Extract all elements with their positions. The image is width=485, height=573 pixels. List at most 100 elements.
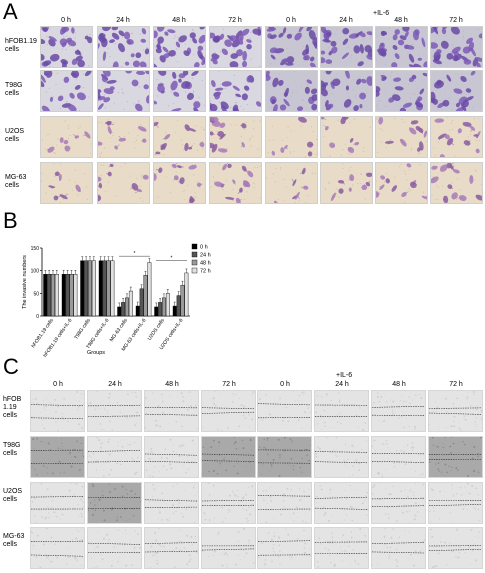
x-tick-label: T98G cells (73, 317, 92, 340)
wound-edge-line (31, 540, 84, 542)
transwell-micrograph (153, 26, 206, 68)
bar (135, 305, 140, 317)
transwell-micrograph (265, 26, 318, 68)
bar (110, 260, 115, 317)
wound-healing-micrograph (144, 390, 199, 432)
legend-label: 48 h (200, 261, 211, 267)
wound-healing-micrograph (371, 527, 426, 569)
wound-healing-micrograph (144, 482, 199, 524)
wound-edge-line (145, 542, 198, 544)
wound-healing-micrograph (30, 390, 85, 432)
significance-marker: * (134, 251, 136, 257)
bar (128, 290, 133, 317)
transwell-micrograph (430, 70, 483, 112)
bar (84, 260, 89, 317)
transwell-micrograph (40, 26, 93, 68)
bar (121, 302, 126, 317)
panel-a-col-header: 24 h (116, 17, 130, 24)
row-label-line: cells (3, 450, 18, 457)
panel-a-row-label: T98G cells (5, 82, 23, 98)
wound-edge-line (372, 453, 425, 455)
bar (61, 274, 66, 317)
panel-b-letter: B (3, 208, 18, 233)
panel-a-col-header: 72 h (228, 17, 242, 24)
significance-marker: * (171, 256, 173, 262)
transwell-micrograph (153, 70, 206, 112)
y-tick-label: 0 (36, 314, 39, 320)
wound-edge-line (145, 550, 198, 553)
wound-healing-micrograph (144, 527, 199, 569)
wound-edge-line (88, 461, 141, 463)
bar (73, 274, 78, 317)
transwell-micrograph (320, 162, 373, 204)
wound-edge-line (372, 551, 425, 554)
bar (162, 297, 166, 317)
wound-healing-micrograph (87, 482, 142, 524)
bar (43, 274, 48, 317)
legend-label: 72 h (200, 269, 211, 275)
transwell-micrograph (430, 162, 483, 204)
transwell-micrograph (97, 26, 150, 68)
row-label-line: cells (5, 182, 20, 189)
transwell-micrograph (209, 162, 262, 204)
x-tick-label: MG-63 cells (109, 317, 130, 343)
bar (125, 297, 129, 317)
transwell-micrograph (40, 162, 93, 204)
wound-healing-micrograph (30, 436, 85, 478)
row-label-line: MG-63 (3, 533, 25, 540)
wound-edge-line (31, 554, 84, 557)
panel-a-row-label: hFOB1.19 cells (5, 38, 37, 54)
bar (139, 288, 144, 317)
panel-c-row-label: hFOB 1.19 cells (3, 396, 21, 420)
panel-c-col-header: 72 h (449, 381, 463, 388)
wound-healing-micrograph (201, 527, 256, 569)
wound-healing-micrograph (314, 482, 369, 524)
bar (165, 293, 170, 317)
bar (106, 260, 111, 317)
legend-swatch (191, 267, 198, 274)
wound-edge-line (31, 496, 84, 498)
legend-swatch (191, 259, 198, 266)
row-label-line: MG-63 (5, 174, 27, 181)
bar (47, 274, 52, 317)
wound-healing-micrograph (428, 390, 483, 432)
panel-a-col-header: 48 h (394, 17, 408, 24)
row-label-line: cells (3, 412, 18, 419)
wound-healing-micrograph (314, 436, 369, 478)
bar (176, 295, 181, 317)
transwell-micrograph (375, 162, 428, 204)
transwell-micrograph (375, 116, 428, 158)
wound-edge-line (145, 453, 198, 456)
legend-label: 0 h (200, 245, 208, 251)
panel-c-col-header: 48 h (392, 381, 406, 388)
wound-healing-micrograph (201, 482, 256, 524)
wound-healing-micrograph (314, 527, 369, 569)
wound-edge-line (372, 405, 425, 408)
bar (184, 272, 189, 317)
transwell-micrograph (265, 70, 318, 112)
wound-edge-line (429, 412, 482, 415)
wound-edge-line (372, 505, 425, 507)
wound-healing-micrograph (428, 527, 483, 569)
panel-a-col-header: 0 h (61, 17, 71, 24)
wound-edge-line (202, 411, 255, 414)
bar (180, 284, 185, 317)
panel-c-row-label: T98G cells (3, 442, 21, 458)
transwell-micrograph (40, 116, 93, 158)
transwell-micrograph (153, 116, 206, 158)
bar (51, 274, 55, 317)
transwell-micrograph (320, 26, 373, 68)
row-label-line: cells (5, 136, 20, 143)
panel-a-il6-label: +IL-6 (373, 10, 390, 17)
panel-c-col-header: 48 h (165, 381, 179, 388)
bar (98, 260, 103, 317)
wound-edge-line (31, 417, 84, 420)
row-label-line: T98G (3, 442, 21, 449)
panel-c-col-header: 72 h (222, 381, 236, 388)
wound-edge-line (202, 407, 255, 410)
legend-swatch (191, 243, 198, 250)
panel-c-col-header: 0 h (280, 381, 290, 388)
wound-edge-line (258, 403, 311, 406)
panel-c-row-label: MG-63 cells (3, 533, 24, 549)
wound-edge-line (31, 404, 84, 407)
